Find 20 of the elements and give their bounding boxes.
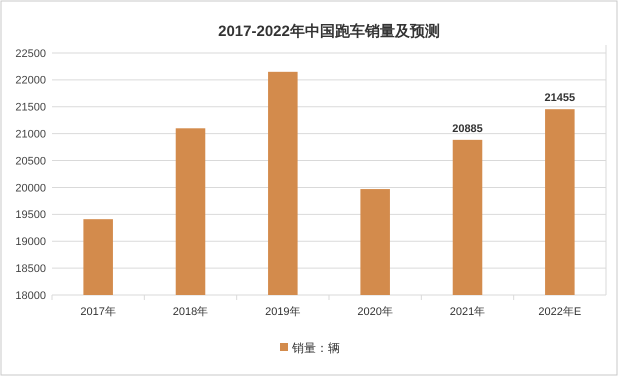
y-tick-label: 18500 xyxy=(15,262,46,275)
y-tick-label: 19000 xyxy=(15,236,46,248)
data-label: 21455 xyxy=(544,92,576,104)
y-tick-label: 21500 xyxy=(15,102,46,114)
x-tick-label: 2018年 xyxy=(172,306,208,318)
y-tick-label: 18000 xyxy=(15,290,46,302)
x-tick-label: 2022年E xyxy=(538,306,582,318)
chart-title: 2017-2022年中国跑车销量及预测 xyxy=(218,22,440,40)
x-tick-label: 2020年 xyxy=(357,306,393,318)
x-tick-label: 2019年 xyxy=(265,306,301,318)
y-tick-label: 20500 xyxy=(15,155,46,168)
legend-label: 销量：辆 xyxy=(291,341,340,356)
y-tick-label: 20000 xyxy=(15,182,46,194)
y-tick-label: 21000 xyxy=(15,128,46,141)
data-label: 20885 xyxy=(452,122,483,135)
y-tick-label: 22000 xyxy=(15,74,46,87)
x-tick-label: 2021年 xyxy=(450,306,486,318)
x-tick-label: 2017年 xyxy=(80,306,116,318)
y-tick-label: 22500 xyxy=(15,48,46,60)
y-tick-label: 19500 xyxy=(15,209,46,222)
